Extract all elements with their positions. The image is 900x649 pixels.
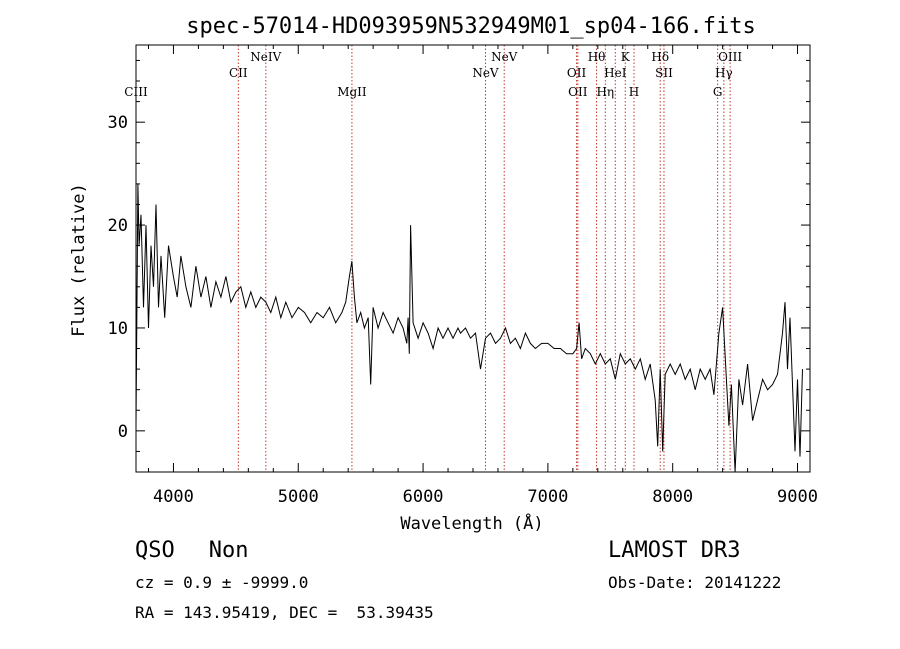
x-axis-label: Wavelength (Å) — [400, 512, 543, 534]
line-marker-label: Hδ — [651, 50, 669, 64]
x-axis: 4000 5000 6000 7000 8000 9000 — [147, 45, 818, 507]
line-marker-label: SII — [655, 66, 673, 80]
line-marker-label: OII — [567, 66, 587, 80]
line-marker-label: NeV — [472, 66, 499, 80]
class-value: QSO — [135, 538, 175, 563]
chart-title: spec-57014-HD093959N532949M01_sp04-166.f… — [186, 14, 756, 39]
y-axis: 0 10 20 30 — [108, 59, 810, 452]
line-marker-label: G — [713, 85, 723, 99]
x-tick-label: 5000 — [278, 487, 319, 507]
y-tick-label: 0 — [118, 422, 128, 442]
line-marker-label: CII — [229, 66, 248, 80]
line-marker-label: NeIV — [250, 50, 281, 64]
x-tick-label: 6000 — [403, 487, 444, 507]
line-marker-label: MgII — [337, 85, 367, 99]
x-tick-label: 4000 — [153, 487, 194, 507]
survey-name: LAMOST DR3 — [608, 538, 741, 563]
line-marker-label: H — [629, 85, 639, 99]
line-marker-label: Hγ — [715, 66, 733, 80]
line-marker-label: Hθ — [588, 50, 606, 64]
line-marker-label: NeV — [491, 50, 518, 64]
line-marker-label: OII — [568, 85, 588, 99]
x-tick-label: 8000 — [652, 487, 693, 507]
x-tick-label: 9000 — [777, 487, 818, 507]
y-axis-label: Flux (relative) — [69, 183, 89, 337]
line-marker-label: OIII — [718, 50, 742, 64]
line-marker-labels: CIIICIINeIVMgIINeVNeVOIIOIIHθHηHeIKHHδSI… — [124, 50, 742, 99]
x-tick-label: 7000 — [527, 487, 568, 507]
observation-date: Obs-Date: 20141222 — [608, 573, 782, 592]
line-marker-label: HeI — [604, 66, 627, 80]
y-tick-label: 30 — [108, 113, 128, 133]
object-class: QSO Non — [135, 538, 249, 563]
y-tick-label: 20 — [108, 216, 128, 236]
spectrum-line — [135, 183, 803, 473]
line-marker-label: K — [621, 50, 631, 64]
line-marker-label: Hη — [596, 85, 614, 99]
coordinates-info: RA = 143.95419, DEC = 53.39435 — [135, 603, 434, 622]
y-tick-label: 10 — [108, 319, 128, 339]
plot-frame — [135, 44, 811, 473]
subclass-value: Non — [208, 538, 249, 563]
redshift-info: cz = 0.9 ± -9999.0 — [135, 573, 309, 592]
line-markers — [237, 45, 731, 472]
